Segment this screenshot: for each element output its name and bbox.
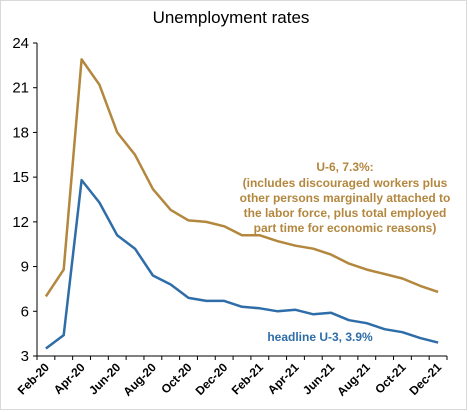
x-tick-label: Aug-21 <box>334 360 373 399</box>
u6-annotation-line-1: U-6, 7.3%: <box>316 160 373 174</box>
u6-annotation: U-6, 7.3%: (includes discouraged workers… <box>240 160 451 235</box>
x-tick-label: Oct-20 <box>158 360 195 397</box>
x-tick-label: Aug-20 <box>120 360 159 399</box>
y-tick-label: 12 <box>12 214 29 231</box>
series-lines <box>44 58 439 350</box>
series-line-u6 <box>44 58 439 298</box>
u3-annotation: headline U-3, 3.9% <box>267 330 373 344</box>
x-tick-label: Dec-20 <box>193 360 231 398</box>
chart-title: Unemployment rates <box>153 8 310 27</box>
y-tick-label: 9 <box>21 259 29 276</box>
u6-annotation-line-5: part time for economic reasons) <box>254 221 437 235</box>
x-tick-label: Dec-21 <box>406 360 444 398</box>
y-tick-label: 24 <box>12 35 29 52</box>
u6-annotation-line-2: (includes discouraged workers plus <box>243 176 448 190</box>
x-tick-label: Feb-20 <box>15 360 52 397</box>
x-tick-label: Oct-21 <box>372 360 409 397</box>
x-tick-label: Jun-21 <box>300 360 337 397</box>
y-axis-ticks: 3 6 9 12 15 18 21 24 <box>12 35 37 365</box>
x-tick-label: Jun-20 <box>86 360 123 397</box>
series-line-u3 <box>45 178 439 350</box>
x-tick-label: Apr-20 <box>51 360 88 397</box>
y-tick-label: 15 <box>12 169 29 186</box>
y-tick-label: 3 <box>21 348 29 365</box>
axes <box>36 43 447 357</box>
u6-annotation-line-4: the labor force, plus total employed <box>244 206 447 220</box>
u6-annotation-line-3: other persons marginally attached to <box>240 191 451 205</box>
x-tick-label: Feb-21 <box>229 360 266 397</box>
x-tick-label: Apr-21 <box>265 360 302 397</box>
y-tick-label: 21 <box>12 80 29 97</box>
y-tick-label: 18 <box>12 124 29 141</box>
y-tick-label: 6 <box>21 303 29 320</box>
